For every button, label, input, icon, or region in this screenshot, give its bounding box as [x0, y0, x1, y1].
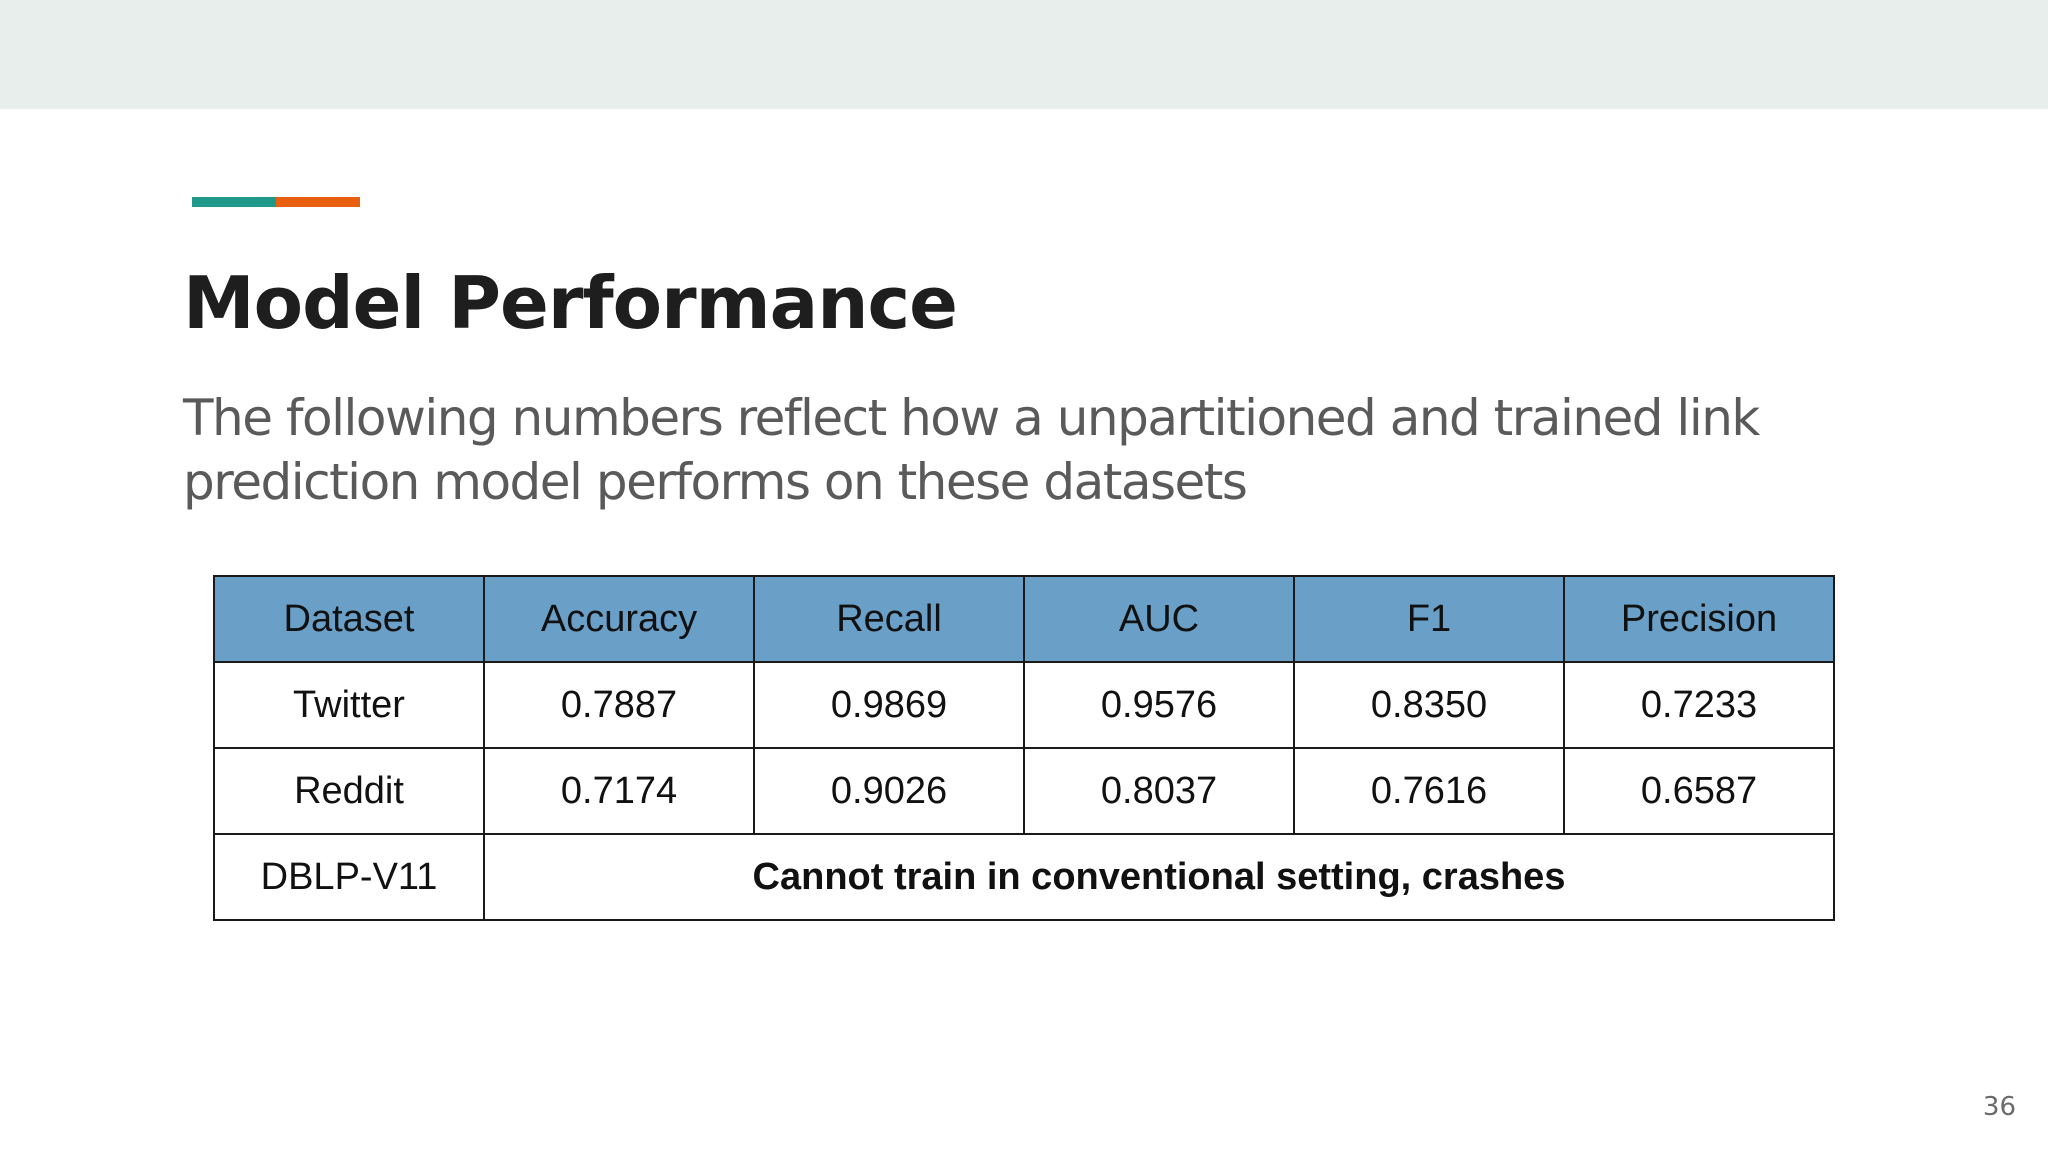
header-auc: AUC — [1023, 575, 1295, 663]
cell-dataset: Reddit — [213, 747, 485, 835]
table-row: DBLP-V11 Cannot train in conventional se… — [213, 833, 1835, 921]
cell-auc: 0.8037 — [1023, 747, 1295, 835]
header-dataset: Dataset — [213, 575, 485, 663]
table-row: Twitter 0.7887 0.9869 0.9576 0.8350 0.72… — [213, 661, 1835, 749]
header-accuracy: Accuracy — [483, 575, 755, 663]
cell-f1: 0.8350 — [1293, 661, 1565, 749]
header-recall: Recall — [753, 575, 1025, 663]
table-row: Reddit 0.7174 0.9026 0.8037 0.7616 0.658… — [213, 747, 1835, 835]
cell-accuracy: 0.7174 — [483, 747, 755, 835]
table-header-row: Dataset Accuracy Recall AUC F1 Precision — [213, 575, 1835, 663]
performance-table: Dataset Accuracy Recall AUC F1 Precision… — [213, 575, 1835, 921]
accent-teal-segment — [192, 197, 276, 207]
cell-precision: 0.6587 — [1563, 747, 1835, 835]
title-accent-bar — [192, 197, 360, 207]
cell-dataset: DBLP-V11 — [213, 833, 485, 921]
cell-accuracy: 0.7887 — [483, 661, 755, 749]
slide-subtitle: The following numbers reflect how a unpa… — [183, 389, 1760, 511]
cell-crash-note: Cannot train in conventional setting, cr… — [483, 833, 1835, 921]
cell-recall: 0.9869 — [753, 661, 1025, 749]
cell-auc: 0.9576 — [1023, 661, 1295, 749]
top-bar — [0, 0, 2048, 109]
cell-recall: 0.9026 — [753, 747, 1025, 835]
cell-precision: 0.7233 — [1563, 661, 1835, 749]
page-number: 36 — [1982, 1092, 2016, 1122]
cell-f1: 0.7616 — [1293, 747, 1565, 835]
cell-dataset: Twitter — [213, 661, 485, 749]
header-f1: F1 — [1293, 575, 1565, 663]
header-precision: Precision — [1563, 575, 1835, 663]
accent-orange-segment — [276, 197, 360, 207]
slide-title: Model Performance — [183, 261, 958, 345]
